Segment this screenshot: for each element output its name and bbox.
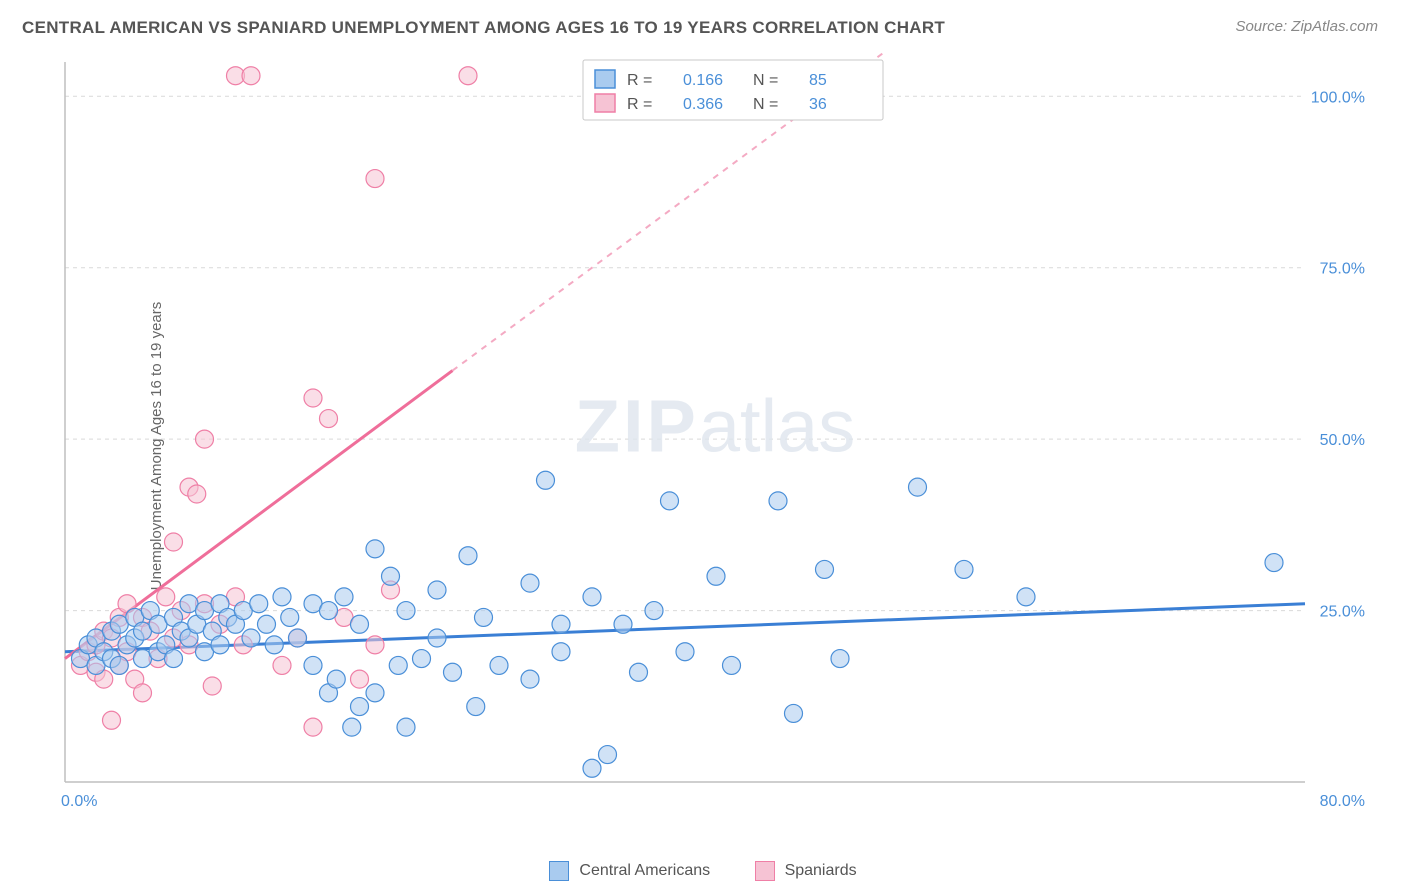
svg-text:R =: R = bbox=[627, 72, 652, 89]
svg-text:100.0%: 100.0% bbox=[1311, 89, 1365, 106]
legend-label: Spaniards bbox=[785, 862, 857, 880]
legend-label: Central Americans bbox=[579, 862, 710, 880]
source-attribution: Source: ZipAtlas.com bbox=[1235, 18, 1378, 35]
plot-area: ZIPatlas 25.0%50.0%75.0%100.0%0.0%80.0%R… bbox=[55, 52, 1375, 832]
legend-swatch-blue bbox=[549, 861, 569, 881]
legend-bottom: Central Americans Spaniards bbox=[0, 861, 1406, 886]
svg-text:R =: R = bbox=[627, 96, 652, 113]
svg-text:25.0%: 25.0% bbox=[1320, 604, 1365, 621]
svg-text:80.0%: 80.0% bbox=[1320, 793, 1365, 810]
svg-text:75.0%: 75.0% bbox=[1320, 261, 1365, 278]
svg-text:0.0%: 0.0% bbox=[61, 793, 97, 810]
svg-text:0.166: 0.166 bbox=[683, 72, 723, 89]
svg-text:85: 85 bbox=[809, 72, 827, 89]
chart-container: CENTRAL AMERICAN VS SPANIARD UNEMPLOYMEN… bbox=[0, 0, 1406, 892]
legend-item-central-americans: Central Americans bbox=[549, 861, 710, 881]
svg-text:50.0%: 50.0% bbox=[1320, 432, 1365, 449]
scatter-chart: 25.0% 50.0% 75.0% 100.0% 0.0% 80.0% R = 0.166 N … bbox=[55, 52, 1375, 832]
legend-item-spaniards: Spaniards bbox=[755, 861, 857, 881]
legend-swatch-pink bbox=[755, 861, 775, 881]
chart-title: CENTRAL AMERICAN VS SPANIARD UNEMPLOYMEN… bbox=[22, 18, 945, 38]
svg-text:36: 36 bbox=[809, 96, 827, 113]
svg-text:N =: N = bbox=[753, 72, 778, 89]
svg-text:0.366: 0.366 bbox=[683, 96, 723, 113]
svg-text:N =: N = bbox=[753, 96, 778, 113]
